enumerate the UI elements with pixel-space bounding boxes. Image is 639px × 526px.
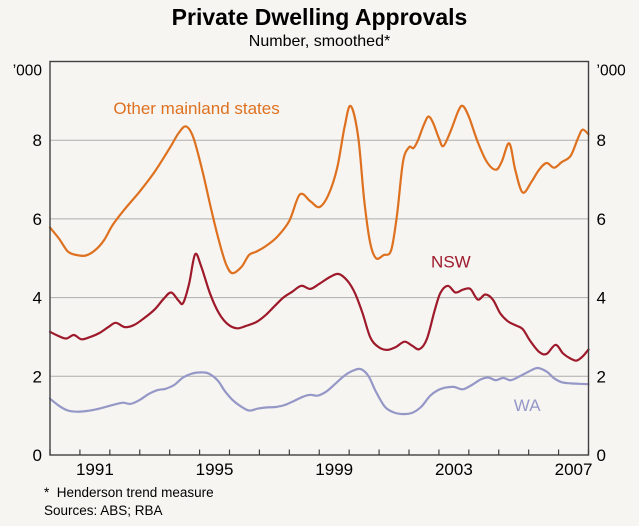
series-line-wa	[48, 366, 590, 416]
series-label-nsw: NSW	[431, 252, 471, 271]
y-label-left-4: 4	[33, 289, 42, 308]
chart-subtitle: Number, smoothed*	[248, 33, 391, 50]
y-label-right-6: 6	[597, 210, 606, 229]
x-label-1999: 1999	[315, 460, 353, 479]
x-label-1991: 1991	[76, 460, 114, 479]
x-label-2007: 2007	[555, 460, 593, 479]
y-label-left-2: 2	[33, 367, 42, 386]
y-label-left-8: 8	[33, 131, 42, 150]
series-label-wa: WA	[514, 396, 541, 415]
series-line-other-mainland-states	[48, 104, 590, 275]
y-label-left-0: 0	[33, 446, 42, 465]
y-label-right-4: 4	[597, 289, 606, 308]
series-label-other-mainland-states: Other mainland states	[113, 99, 279, 118]
chart-title: Private Dwelling Approvals	[171, 4, 468, 30]
footnote-asterisk: * Henderson trend measure	[44, 485, 214, 500]
series-line-nsw	[48, 252, 590, 362]
y-axis-unit-left: ’000	[13, 63, 43, 80]
y-label-right-0: 0	[597, 446, 606, 465]
x-label-1995: 1995	[196, 460, 234, 479]
y-label-right-8: 8	[597, 131, 606, 150]
x-label-2003: 2003	[435, 460, 473, 479]
y-axis-unit-right: ’000	[597, 63, 627, 80]
plot-frame	[49, 60, 590, 456]
footnote-sources: Sources: ABS; RBA	[44, 503, 163, 518]
y-label-right-2: 2	[597, 367, 606, 386]
y-label-left-6: 6	[33, 210, 42, 229]
